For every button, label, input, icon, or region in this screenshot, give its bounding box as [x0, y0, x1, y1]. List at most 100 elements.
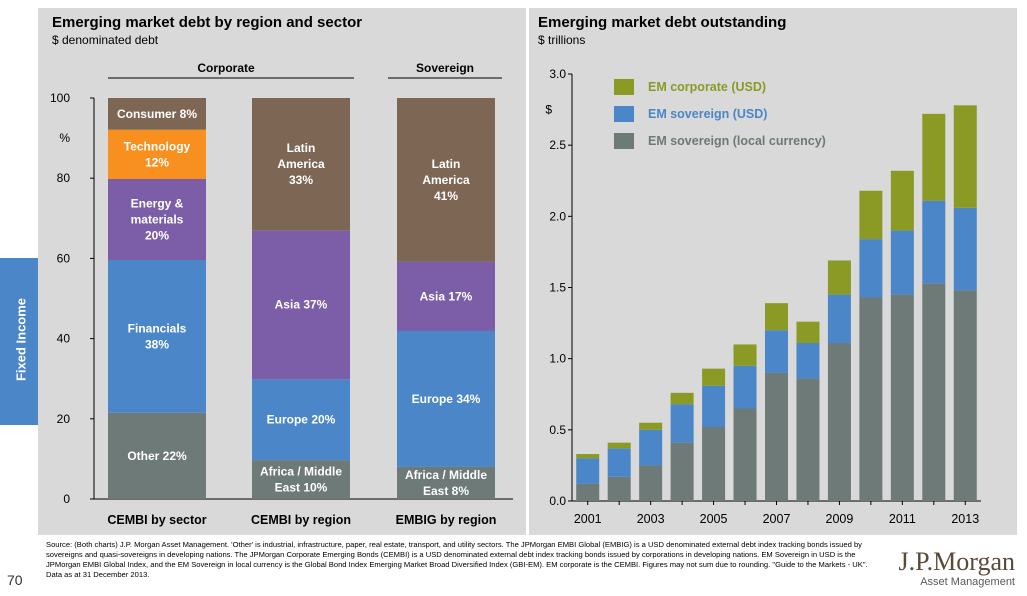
- x-tick-label: 2013: [951, 512, 979, 526]
- right-chart-subtitle: $ trillions: [538, 33, 586, 47]
- y-tick-label: 60: [57, 251, 71, 265]
- left-chart-subtitle: $ denominated debt: [52, 33, 159, 47]
- y-tick-label: 1.0: [549, 352, 566, 366]
- bar-segment-label: Asia 17%: [420, 289, 473, 303]
- bar-segment: [922, 283, 946, 501]
- bar-segment: [397, 261, 495, 331]
- left-chart-title: Emerging market debt by region and secto…: [52, 14, 363, 31]
- legend-swatch: [614, 133, 634, 149]
- section-tab: Fixed Income: [0, 258, 40, 425]
- bar-segment-label: Africa / Middle East 10%: [260, 465, 342, 495]
- right-chart-title: Emerging market debt outstanding: [538, 14, 787, 31]
- bar-segment-label: Financials 38%: [128, 321, 187, 351]
- x-tick-label: 2011: [889, 512, 916, 526]
- bar-segment: [890, 230, 914, 295]
- bar-segment: [859, 190, 883, 240]
- bar-segment-label: Asia 37%: [275, 298, 328, 312]
- bar-segment-label: Consumer 8%: [117, 107, 197, 121]
- bar-segment: [397, 98, 495, 262]
- bar-segment: [576, 454, 600, 459]
- brand-subtitle: Asset Management: [920, 576, 1015, 588]
- x-tick-label: 2005: [700, 512, 728, 526]
- bar-segment: [890, 294, 914, 501]
- x-category-label: CEMBI by region: [251, 513, 351, 527]
- bar-segment: [670, 392, 694, 405]
- legend-label: EM corporate (USD): [648, 80, 766, 94]
- bar-segment: [108, 412, 206, 499]
- bar-segment: [733, 408, 757, 501]
- y-tick-label: 40: [57, 332, 71, 346]
- bar-segment: [733, 365, 757, 409]
- bar-segment-label: Latin America 41%: [422, 157, 470, 203]
- left-chart-panel: Emerging market debt by region and secto…: [38, 8, 526, 535]
- bar-segment: [108, 179, 206, 261]
- y-tick-label: 1.5: [549, 281, 566, 295]
- bar-segment: [890, 170, 914, 231]
- bar-segment: [639, 429, 663, 466]
- bar-segment-label: Other 22%: [127, 449, 187, 463]
- x-tick-label: 2003: [637, 512, 665, 526]
- x-tick-label: 2009: [826, 512, 854, 526]
- bar-segment: [252, 98, 350, 231]
- bar-segment: [733, 344, 757, 366]
- bar-segment: [639, 422, 663, 430]
- brand-logo: J.P.Morgan Asset Management: [880, 548, 1015, 589]
- bar-segment: [607, 476, 631, 501]
- bar-segment: [576, 483, 600, 501]
- y-tick-label: 2.5: [549, 138, 566, 152]
- bar-segment: [796, 378, 820, 501]
- legend-swatch: [614, 106, 634, 122]
- y-tick-label: 20: [57, 412, 71, 426]
- x-tick-label: 2001: [574, 512, 602, 526]
- y-tick-label: 2.0: [549, 209, 566, 223]
- bar-segment: [670, 442, 694, 501]
- bar-segment: [108, 260, 206, 413]
- bar-segment: [765, 303, 788, 331]
- y-tick-label: 100: [50, 91, 70, 105]
- x-tick-label: 2007: [763, 512, 791, 526]
- legend-label: EM sovereign (USD): [648, 107, 767, 121]
- y-unit-label: $: [545, 103, 552, 117]
- source-note: Source: (Both charts) J.P. Morgan Asset …: [46, 540, 868, 579]
- bar-segment: [607, 442, 631, 449]
- section-tab-label: Fixed Income: [13, 297, 29, 382]
- bar-segment: [607, 448, 631, 477]
- bar-segment: [702, 426, 726, 501]
- y-tick-label: 80: [57, 171, 71, 185]
- bar-segment: [670, 404, 694, 443]
- bar-segment: [108, 98, 206, 130]
- page-number: 70: [7, 572, 23, 588]
- bar-segment: [827, 343, 851, 501]
- bar-segment-label: Africa / Middle East 8%: [405, 468, 487, 498]
- bar-segment: [765, 330, 788, 373]
- bar-segment: [827, 260, 851, 295]
- bar-segment: [859, 297, 883, 501]
- bar-segment: [252, 460, 350, 499]
- bar-segment: [702, 368, 726, 386]
- right-chart-panel: Emerging market debt outstanding $ trill…: [529, 8, 1017, 535]
- bar-segment: [397, 330, 495, 467]
- bar-segment: [953, 105, 977, 208]
- bar-segment: [702, 385, 726, 427]
- bar-segment: [765, 372, 788, 501]
- bar-segment: [397, 466, 495, 499]
- bar-segment-label: Technology 12%: [124, 139, 191, 169]
- bar-segment-label: Energy & materials 20%: [131, 197, 184, 243]
- bar-segment: [252, 230, 350, 380]
- y-tick-label: 0: [63, 492, 70, 506]
- brand-name: J.P.Morgan: [898, 547, 1015, 576]
- x-category-label: CEMBI by sector: [107, 513, 206, 527]
- y-tick-label: 0.0: [549, 494, 566, 508]
- y-tick-label: 0.5: [549, 423, 566, 437]
- bar-segment: [252, 379, 350, 461]
- bar-segment: [922, 200, 946, 284]
- bar-segment-label: Europe 34%: [412, 392, 481, 406]
- bar-segment: [922, 113, 946, 201]
- left-chart: 0 20 40 60 80 100% Corporate Sovereign Other 22%…: [50, 61, 513, 527]
- bar-segment: [859, 239, 883, 298]
- legend-label: EM sovereign (local currency): [648, 134, 826, 148]
- bar-segment: [796, 343, 820, 379]
- group-label-sovereign: Sovereign: [416, 61, 474, 75]
- legend-swatch: [614, 79, 634, 95]
- bar-segment-label: Europe 20%: [267, 413, 336, 427]
